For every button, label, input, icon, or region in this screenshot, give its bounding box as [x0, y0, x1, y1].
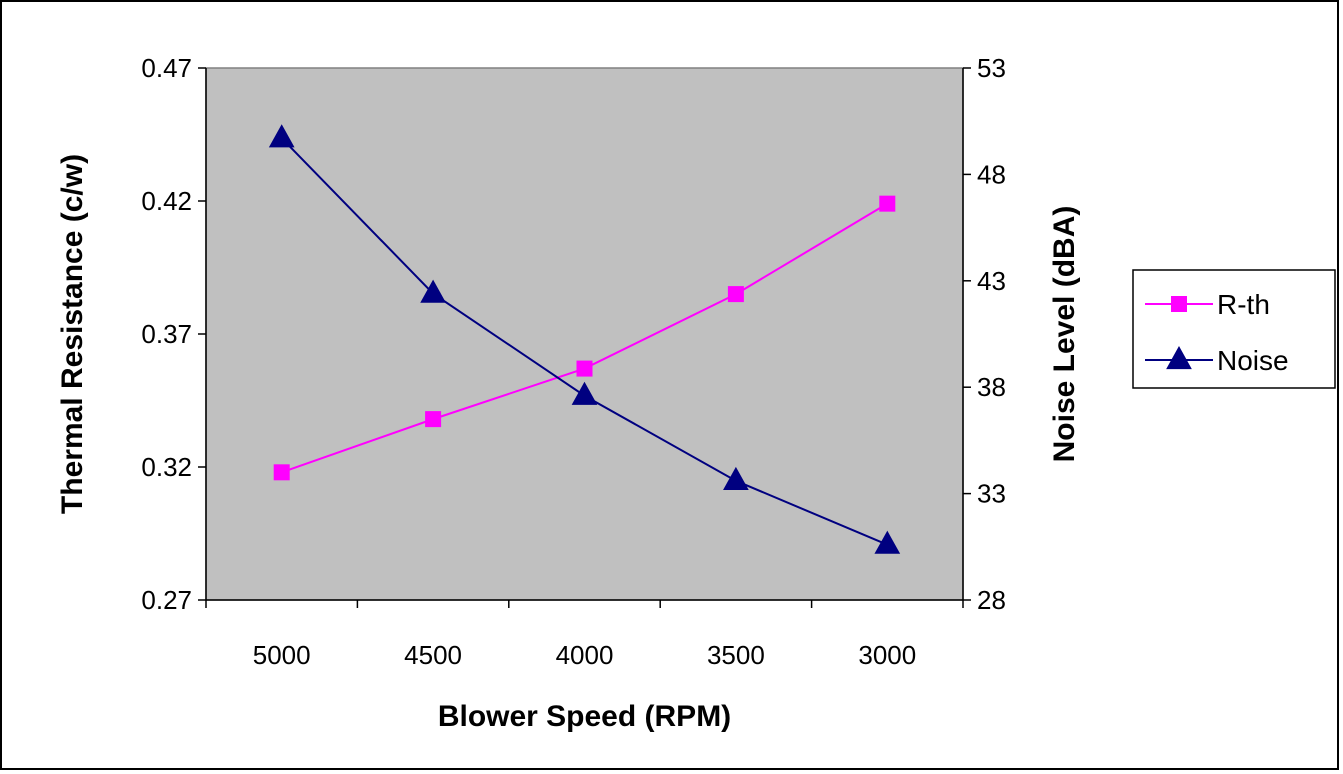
legend: R-th Noise: [1132, 269, 1336, 389]
y2-tick-label: 48: [977, 159, 1006, 189]
y-tick-label: 0.27: [141, 585, 192, 615]
data-point-noise: [420, 279, 446, 303]
y-tick-label: 0.47: [141, 53, 192, 83]
series-r-th: [273, 195, 896, 481]
x-tick-label: 3500: [707, 640, 765, 670]
y-tick-label: 0.37: [141, 319, 192, 349]
y2-tick-label: 28: [977, 585, 1006, 615]
x-tick-label: 5000: [253, 640, 311, 670]
y2-tick-label: 38: [977, 372, 1006, 402]
x-axis: 5000 4500 4000 3500 3000: [205, 599, 964, 670]
series-noise: [268, 124, 901, 554]
data-point-r-th: [879, 195, 896, 212]
data-point-noise: [874, 530, 901, 554]
data-point-r-th: [425, 411, 442, 428]
x-tick-label: 4000: [556, 640, 614, 670]
legend-marker: [1171, 296, 1187, 312]
data-point-noise: [571, 381, 598, 405]
y-tick-label: 0.42: [141, 186, 192, 216]
data-point-r-th: [273, 464, 290, 481]
legend-label: R-th: [1217, 289, 1270, 320]
legend-marker: [1166, 346, 1192, 370]
legend-label: Noise: [1217, 345, 1289, 376]
x-tick-label: 4500: [404, 640, 462, 670]
data-point-r-th: [576, 360, 593, 377]
y2-tick-label: 53: [977, 53, 1006, 83]
plot-area: [205, 67, 964, 601]
y-axis-right: 28 33 38 43 48 53: [962, 53, 1006, 615]
y2-tick-label: 33: [977, 479, 1006, 509]
y-tick-label: 0.32: [141, 452, 192, 482]
data-point-noise: [268, 124, 295, 148]
x-axis-title: Blower Speed (RPM): [438, 700, 731, 733]
series-layer: [268, 124, 901, 554]
legend-item-noise: Noise: [1145, 345, 1289, 376]
data-point-r-th: [727, 286, 744, 303]
y-axis-left: 0.27 0.32 0.37 0.42 0.47: [141, 53, 207, 615]
y2-tick-label: 43: [977, 266, 1006, 296]
y-axis-right-title: Noise Level (dBA): [1048, 206, 1081, 463]
data-point-noise: [723, 466, 749, 490]
x-tick-label: 3000: [858, 640, 916, 670]
y-axis-left-title: Thermal Resistance (c/w): [56, 154, 89, 514]
legend-item-r-th: R-th: [1145, 289, 1270, 320]
